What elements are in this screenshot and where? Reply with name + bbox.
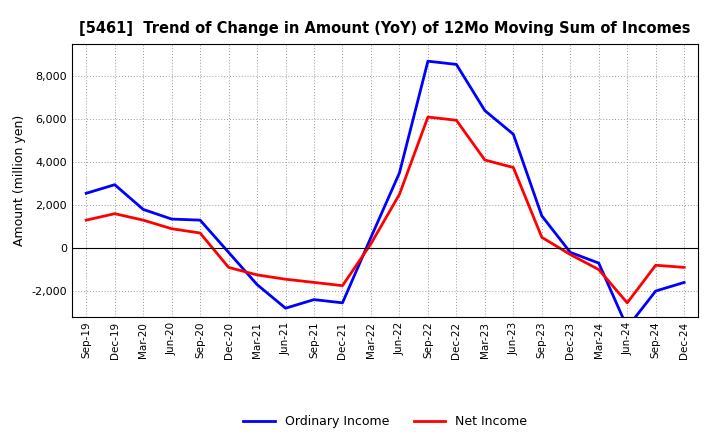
- Ordinary Income: [652, 288, 660, 293]
- Net Income: [338, 283, 347, 288]
- Ordinary Income: [423, 59, 432, 64]
- Net Income: [452, 117, 461, 123]
- Ordinary Income: [167, 216, 176, 222]
- Net Income: [139, 217, 148, 223]
- Ordinary Income: [366, 235, 375, 240]
- Net Income: [310, 280, 318, 285]
- Ordinary Income: [253, 282, 261, 287]
- Net Income: [395, 192, 404, 197]
- Ordinary Income: [537, 213, 546, 219]
- Ordinary Income: [595, 260, 603, 266]
- Line: Net Income: Net Income: [86, 117, 684, 303]
- Legend: Ordinary Income, Net Income: Ordinary Income, Net Income: [238, 411, 532, 433]
- Y-axis label: Amount (million yen): Amount (million yen): [13, 115, 26, 246]
- Ordinary Income: [110, 182, 119, 187]
- Ordinary Income: [139, 207, 148, 212]
- Ordinary Income: [480, 108, 489, 113]
- Ordinary Income: [623, 325, 631, 330]
- Net Income: [423, 114, 432, 120]
- Ordinary Income: [196, 217, 204, 223]
- Net Income: [480, 158, 489, 163]
- Ordinary Income: [282, 305, 290, 311]
- Net Income: [366, 241, 375, 246]
- Ordinary Income: [395, 170, 404, 176]
- Ordinary Income: [338, 300, 347, 305]
- Ordinary Income: [509, 132, 518, 137]
- Net Income: [509, 165, 518, 170]
- Net Income: [652, 263, 660, 268]
- Title: [5461]  Trend of Change in Amount (YoY) of 12Mo Moving Sum of Incomes: [5461] Trend of Change in Amount (YoY) o…: [79, 21, 691, 36]
- Net Income: [595, 267, 603, 272]
- Ordinary Income: [680, 280, 688, 285]
- Net Income: [566, 252, 575, 257]
- Net Income: [82, 217, 91, 223]
- Net Income: [680, 265, 688, 270]
- Net Income: [196, 231, 204, 236]
- Ordinary Income: [225, 250, 233, 255]
- Ordinary Income: [566, 250, 575, 255]
- Net Income: [253, 272, 261, 278]
- Net Income: [537, 235, 546, 240]
- Ordinary Income: [310, 297, 318, 302]
- Ordinary Income: [452, 62, 461, 67]
- Ordinary Income: [82, 191, 91, 196]
- Net Income: [225, 265, 233, 270]
- Line: Ordinary Income: Ordinary Income: [86, 61, 684, 327]
- Net Income: [167, 226, 176, 231]
- Net Income: [282, 277, 290, 282]
- Net Income: [623, 300, 631, 305]
- Net Income: [110, 211, 119, 216]
